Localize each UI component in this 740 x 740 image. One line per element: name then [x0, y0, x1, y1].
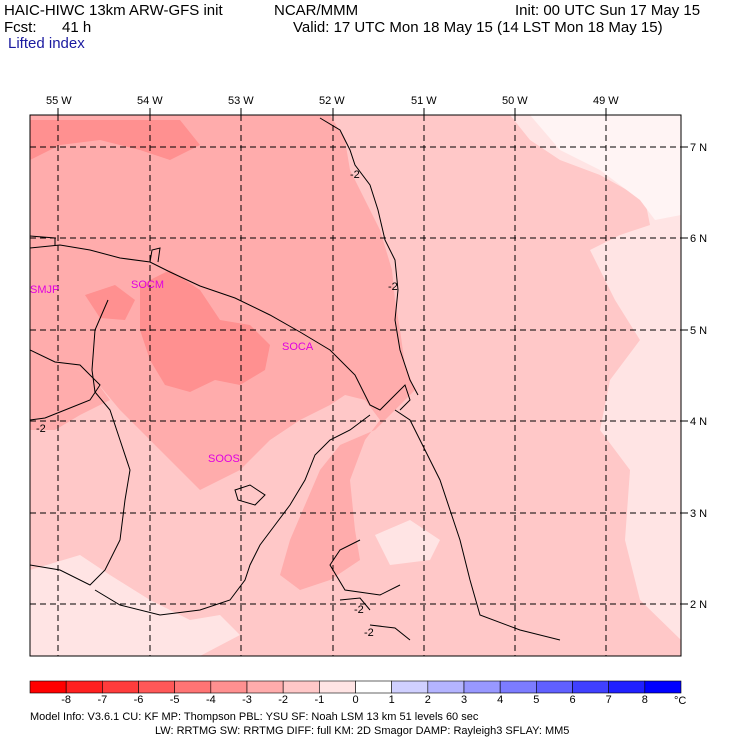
contour-label: -2 — [354, 604, 364, 616]
product-title: HAIC-HIWC 13km ARW-GFS init — [4, 2, 223, 19]
colorbar-unit: °C — [674, 695, 686, 707]
model-info-line1: Model Info: V3.6.1 CU: KF MP: Thompson P… — [30, 711, 479, 723]
lon-label-52w: 52 W — [319, 95, 345, 107]
colorbar-tick-label: 1 — [389, 694, 395, 706]
lon-label-55w: 55 W — [46, 95, 72, 107]
contour-line — [329, 539, 401, 596]
contour-label: -2 — [350, 169, 360, 181]
colorbar-swatch — [138, 680, 175, 694]
colorbar-tick-label: 6 — [569, 694, 575, 706]
colorbar-swatch — [282, 680, 320, 694]
lon-label-50w: 50 W — [502, 95, 528, 107]
lon-label-49w: 49 W — [593, 95, 619, 107]
contour-line — [30, 349, 101, 421]
lifted-index-field — [30, 115, 681, 656]
shade-minus3-to-minus2-patch — [85, 285, 135, 320]
shade-0-to-1-patch — [375, 520, 440, 565]
valid-time: Valid: 17 UTC Mon 18 May 15 (14 LST Mon … — [293, 19, 663, 36]
colorbar-tick-label: 4 — [497, 694, 503, 706]
colorbar-swatch — [355, 680, 392, 694]
station-smjp: SMJP — [30, 284, 59, 296]
lon-label-51w: 51 W — [411, 95, 437, 107]
contour-label: -2 — [364, 627, 374, 639]
colorbar-swatch — [644, 680, 682, 694]
contour-line — [234, 484, 266, 506]
colorbar-swatch — [463, 680, 501, 694]
coastline — [30, 244, 411, 411]
shade-0-to-1-southwest — [30, 555, 240, 656]
colorbar-tick-label: -7 — [97, 694, 107, 706]
colorbar-swatch — [65, 680, 103, 694]
colorbar-swatch — [210, 680, 248, 694]
colorbar: -8 -7 -6 -5 -4 -3 -2 -1 0 1 2 3 4 5 6 7 8 — [29, 680, 682, 706]
shade-minus3-to-minus2-north — [30, 120, 200, 160]
lat-label-5n: 5 N — [690, 325, 707, 337]
contour-line — [369, 624, 411, 641]
colorbar-tick-label: -1 — [314, 694, 324, 706]
coastlines-and-borders — [30, 235, 561, 641]
colorbar-tick-label: 0 — [352, 694, 358, 706]
colorbar-swatch — [427, 680, 465, 694]
colorbar-tick-label: 3 — [461, 694, 467, 706]
colorbar-swatch — [391, 680, 429, 694]
colorbar-tick-label: 7 — [606, 694, 612, 706]
lat-label-7n: 7 N — [690, 142, 707, 154]
colorbar-swatch — [499, 680, 537, 694]
border-suriname-french-guiana — [94, 414, 371, 616]
colorbar-swatch — [29, 680, 67, 694]
lon-label-54w: 54 W — [137, 95, 163, 107]
model-info-line2: LW: RRTMG SW: RRTMG DIFF: full KM: 2D Sm… — [155, 725, 570, 737]
colorbar-tick-label: -8 — [61, 694, 71, 706]
lat-label-2n: 2 N — [690, 599, 707, 611]
colorbar-swatch — [536, 680, 573, 694]
lat-label-4n: 4 N — [690, 416, 707, 428]
organization-label: NCAR/MMM — [274, 2, 359, 19]
lat-label-6n: 6 N — [690, 233, 707, 245]
shade-minus2-to-minus1-west — [30, 350, 110, 430]
colorbar-tick-label: -4 — [206, 694, 216, 706]
right-ticks — [681, 146, 688, 605]
colorbar-tick-label: 8 — [642, 694, 648, 706]
lat-label-3n: 3 N — [690, 508, 707, 520]
contour-line — [319, 117, 419, 396]
graticule — [30, 115, 681, 656]
shade-minus3-to-minus2 — [140, 270, 270, 392]
shade-0-to-1-east — [510, 115, 681, 640]
colorbar-tick-label: 5 — [533, 694, 539, 706]
colorbar-swatch — [246, 680, 284, 694]
top-ticks — [57, 108, 607, 115]
colorbar-swatch — [102, 680, 139, 694]
station-soos: SOOS — [208, 453, 240, 465]
station-socm: SOCM — [131, 279, 164, 291]
contour-line — [339, 597, 371, 611]
colorbar-tick-label: 2 — [425, 694, 431, 706]
colorbar-swatch — [319, 680, 356, 694]
contours-minus2 — [30, 117, 419, 641]
contour-label: -2 — [388, 281, 398, 293]
init-time: Init: 00 UTC Sun 17 May 15 — [515, 2, 701, 19]
colorbar-tick-label: -6 — [134, 694, 144, 706]
contour-label: -2 — [36, 423, 46, 435]
border-suriname-guyana — [30, 299, 131, 586]
colorbar-tick-label: -2 — [278, 694, 288, 706]
colorbar-swatch — [174, 680, 212, 694]
lon-label-53w: 53 W — [228, 95, 254, 107]
forecast-hour: 41 h — [62, 19, 92, 36]
forecast-label: Fcst: — [4, 19, 37, 36]
colorbar-tick-label: -3 — [242, 694, 252, 706]
station-soca: SOCA — [282, 341, 314, 353]
colorbar-swatch — [608, 680, 646, 694]
map-frame — [29, 114, 682, 657]
border-french-guiana-brazil — [394, 409, 561, 641]
colorbar-swatch — [572, 680, 609, 694]
field-name: Lifted index — [8, 35, 85, 52]
coastline-detail — [149, 247, 161, 263]
colorbar-tick-label: -5 — [170, 694, 180, 706]
